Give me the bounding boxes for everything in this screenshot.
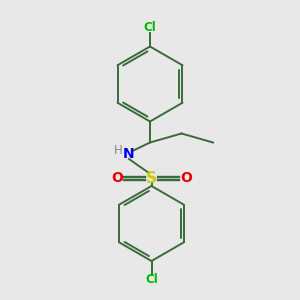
Text: H: H (114, 143, 123, 157)
Text: O: O (111, 172, 123, 185)
Text: N: N (123, 148, 135, 161)
Text: Cl: Cl (144, 21, 156, 34)
Text: O: O (180, 172, 192, 185)
Text: S: S (146, 171, 157, 186)
Text: Cl: Cl (145, 273, 158, 286)
